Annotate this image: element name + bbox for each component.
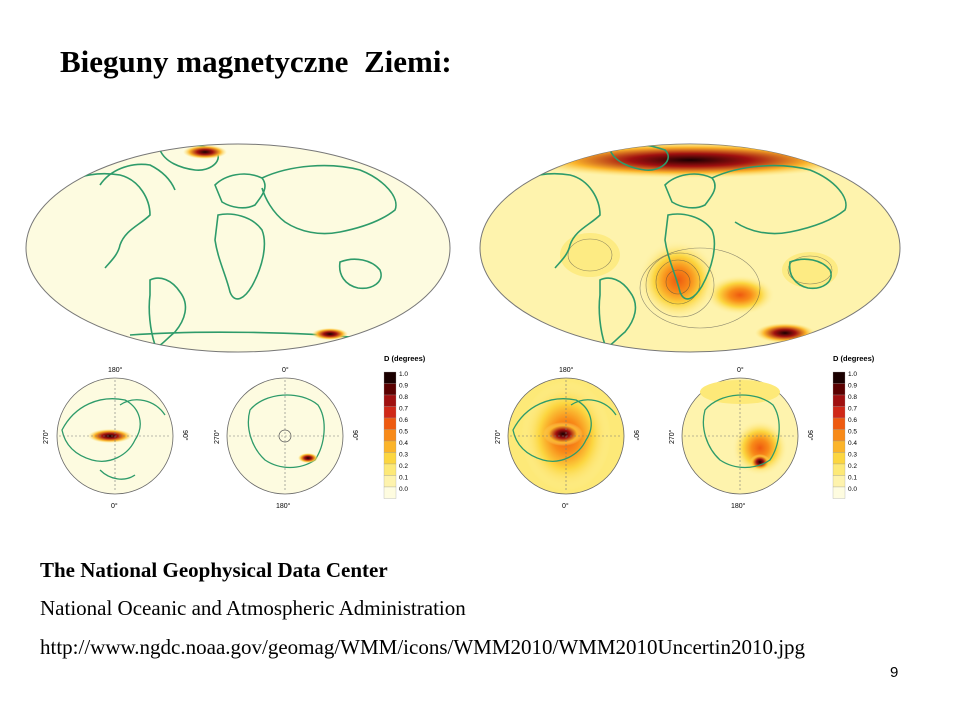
colorbar-tick-label: 0.5 (848, 429, 857, 436)
colorbar-swatch (832, 383, 846, 396)
colorbar-swatch (832, 371, 846, 384)
magnetic-uncertainty-figure: 180° 0° 270° 90° 0° 180° 270° 90° 180° 0… (25, 143, 901, 510)
colorbar-tick-label: 0.6 (399, 417, 408, 424)
label-180-north-left: 180° (108, 366, 123, 374)
polar-north-right: 180° 0° 270° 90° (494, 366, 640, 510)
label-0-north-right: 0° (562, 502, 569, 510)
colorbar-tick-label: 0.2 (848, 463, 857, 470)
colorbar-swatch (832, 440, 846, 453)
colorbar-tick-label: 0.2 (399, 463, 408, 470)
label-180-north-right: 180° (559, 366, 574, 374)
slide-title: Bieguny magnetyczne Ziemi: (60, 44, 452, 79)
colorbar-tick-label: 0.1 (399, 475, 408, 482)
colorbar-left: D (degrees) 1.0 0.9 0.8 0.7 0.6 0.5 0.4 0.3 0.2 0… (383, 354, 426, 499)
colorbar-swatch (383, 486, 397, 499)
source-url[interactable]: http://www.ngdc.noaa.gov/geomag/WMM/icon… (40, 635, 806, 659)
polar-south-left: 0° 180° 270° 90° (213, 366, 359, 510)
label-0-south-left: 0° (282, 366, 289, 374)
page-number: 9 (890, 664, 899, 681)
colorbar-tick-label: 0.0 (848, 486, 857, 493)
colorbar-tick-label: 0.3 (848, 452, 857, 459)
source-agency: National Oceanic and Atmospheric Adminis… (40, 596, 466, 620)
label-270-north-left: 270° (42, 429, 50, 444)
colorbar-title-right: D (degrees) (833, 354, 875, 363)
colorbar-tick-label: 0.8 (399, 394, 408, 401)
world-map-right (479, 143, 901, 353)
colorbar-swatch (383, 429, 397, 442)
polar-south-right: 0° 180° 270° 90° (668, 366, 814, 510)
colorbar-tick-label: 0.9 (848, 383, 857, 390)
colorbar-tick-label: 0.3 (399, 452, 408, 459)
colorbar-swatch (832, 475, 846, 488)
label-0-south-right: 0° (737, 366, 744, 374)
label-90-south-left: 90° (351, 430, 359, 441)
colorbar-tick-label: 0.7 (399, 406, 408, 413)
polar-north-left: 180° 0° 270° 90° (42, 366, 189, 510)
label-270-south-left: 270° (213, 429, 221, 444)
colorbar-swatch (832, 463, 846, 476)
colorbar-tick-label: 0.4 (399, 440, 408, 447)
colorbar-tick-label: 0.7 (848, 406, 857, 413)
colorbar-swatch (832, 394, 846, 407)
colorbar-swatch (832, 429, 846, 442)
colorbar-swatch (383, 452, 397, 465)
colorbar-swatch (832, 406, 846, 419)
colorbar-swatch (383, 383, 397, 396)
colorbar-tick-label: 0.0 (399, 486, 408, 493)
colorbar-tick-label: 0.5 (399, 429, 408, 436)
label-180-south-left: 180° (276, 502, 291, 510)
source-organization: The National Geophysical Data Center (40, 558, 388, 582)
colorbar-swatch (383, 463, 397, 476)
colorbar-tick-label: 0.1 (848, 475, 857, 482)
colorbar-swatch (383, 440, 397, 453)
label-0-north-left: 0° (111, 502, 118, 510)
colorbar-tick-label: 0.4 (848, 440, 857, 447)
colorbar-tick-label: 0.9 (399, 383, 408, 390)
world-map-left (25, 143, 451, 353)
colorbar-tick-label: 1.0 (848, 371, 857, 378)
colorbar-right: D (degrees) 1.0 0.9 0.8 0.7 0.6 0.5 0.4 0.3 0.2 0… (832, 354, 875, 499)
colorbar-tick-label: 0.6 (848, 417, 857, 424)
colorbar-swatch (383, 394, 397, 407)
colorbar-swatch (383, 406, 397, 419)
colorbar-swatch (383, 475, 397, 488)
label-90-north-left: 90° (181, 430, 189, 441)
colorbar-swatch (832, 452, 846, 465)
colorbar-tick-label: 1.0 (399, 371, 408, 378)
colorbar-title-left: D (degrees) (384, 354, 426, 363)
colorbar-swatch (832, 417, 846, 430)
colorbar-swatch (383, 417, 397, 430)
colorbar-swatch (383, 371, 397, 384)
label-270-north-right: 270° (494, 429, 502, 444)
colorbar-tick-label: 0.8 (848, 394, 857, 401)
label-90-north-right: 90° (632, 430, 640, 441)
label-270-south-right: 270° (668, 429, 676, 444)
colorbar-swatch (832, 486, 846, 499)
label-90-south-right: 90° (806, 430, 814, 441)
label-180-south-right: 180° (731, 502, 746, 510)
